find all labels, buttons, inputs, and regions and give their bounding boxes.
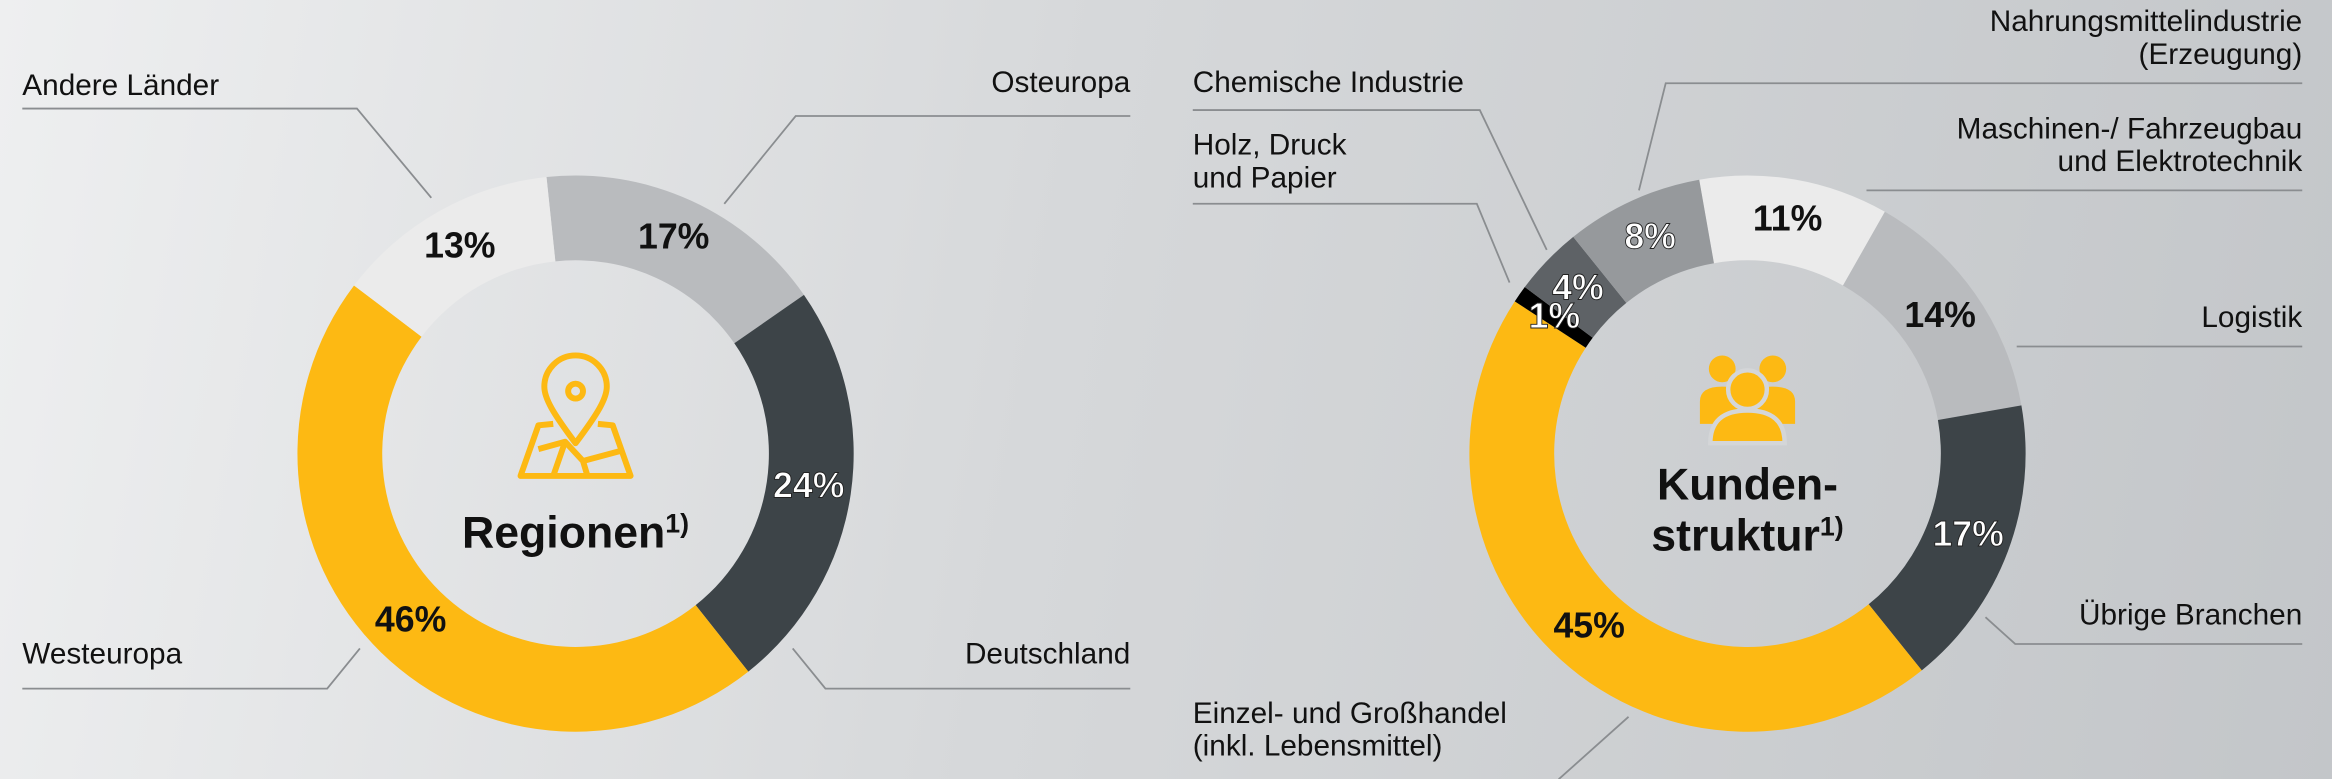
pie-segment bbox=[1524, 236, 1627, 338]
pie-segment bbox=[1699, 175, 1885, 286]
people-icon bbox=[1699, 355, 1796, 446]
legend-label: Deutschland bbox=[964, 638, 1131, 671]
chart-title: Kunden- struktur1) bbox=[1569, 461, 1926, 562]
value-label: 17% bbox=[1932, 514, 2003, 554]
value-label: 14% bbox=[1904, 295, 1975, 335]
legend-label: Nahrungsmittelindustrie (Erzeugung) bbox=[1989, 5, 2303, 72]
leader-line bbox=[22, 107, 432, 199]
title-note: 1) bbox=[1819, 511, 1844, 542]
leader-line bbox=[1558, 716, 1630, 779]
value-label: 8% bbox=[1624, 216, 1676, 256]
pie-segment bbox=[546, 175, 804, 344]
pie-segment bbox=[1573, 179, 1714, 303]
value-label: 1% bbox=[1529, 296, 1581, 336]
value-label: 11% bbox=[1753, 199, 1822, 239]
pie-segment bbox=[1843, 211, 2022, 421]
legend-label: Chemische Industrie bbox=[1192, 66, 1464, 100]
title-text: Regionen bbox=[462, 508, 666, 558]
pie-segment bbox=[1514, 287, 1593, 348]
leader-line bbox=[1638, 82, 2303, 191]
pie-segment bbox=[297, 285, 749, 732]
value-label: 24% bbox=[773, 465, 844, 505]
legend-label: Osteuropa bbox=[991, 66, 1131, 100]
leader-line bbox=[22, 647, 361, 690]
legend-label: Maschinen-/ Fahrzeugbau und Elektrotechn… bbox=[1956, 113, 2303, 179]
pie-segment bbox=[354, 177, 556, 337]
leader-line bbox=[792, 647, 1131, 690]
legend-label: Holz, Druck und Papier bbox=[1192, 129, 1347, 195]
leader-line bbox=[723, 115, 1131, 205]
legend-label: Andere Länder bbox=[22, 69, 220, 103]
title-note: 1) bbox=[665, 508, 690, 539]
value-label: 4% bbox=[1552, 267, 1604, 307]
legend-label: Übrige Branchen bbox=[2079, 599, 2303, 633]
chart-title: Regionen1) bbox=[397, 509, 754, 560]
leader-line bbox=[1192, 202, 1511, 283]
title-text: Kunden- struktur bbox=[1651, 461, 1838, 561]
value-label: 13% bbox=[424, 226, 495, 266]
pie-segment bbox=[1469, 301, 1922, 732]
map-icon bbox=[517, 352, 634, 479]
value-label: 17% bbox=[638, 217, 709, 257]
value-label: 46% bbox=[375, 599, 446, 639]
legend-label: Einzel- und Großhandel (inkl. Lebensmitt… bbox=[1192, 697, 1507, 763]
legend-label: Logistik bbox=[2201, 301, 2303, 335]
value-label: 45% bbox=[1553, 606, 1624, 646]
pie-segment bbox=[1868, 405, 2026, 671]
legend-label: Westeuropa bbox=[22, 638, 183, 671]
pie-segment bbox=[695, 294, 854, 672]
leader-line bbox=[1192, 109, 1548, 251]
leader-line bbox=[1984, 616, 2303, 645]
